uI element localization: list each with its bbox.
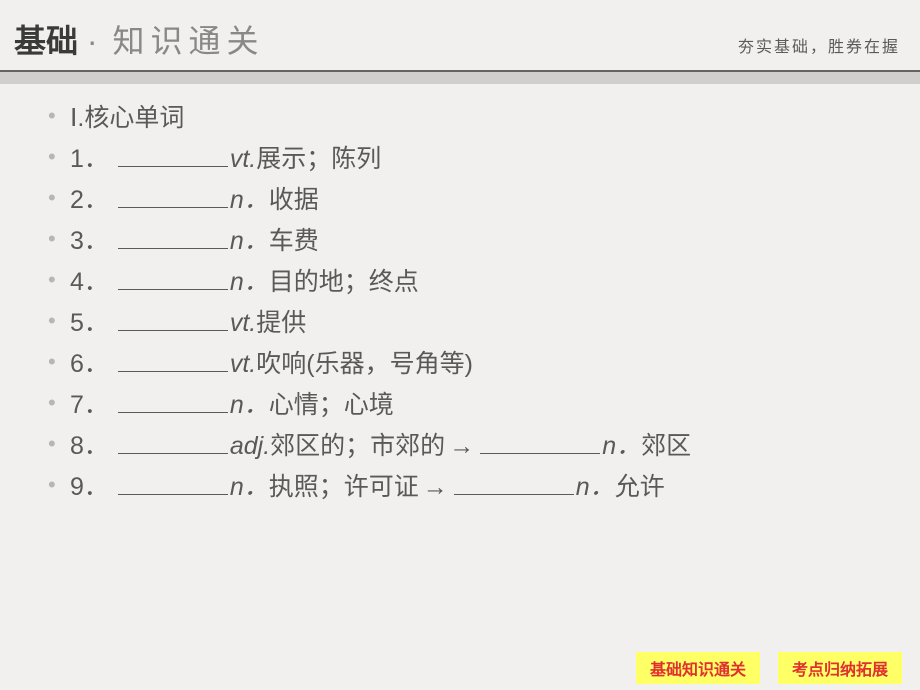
part-of-speech: n．: [230, 186, 269, 214]
blank: [118, 224, 228, 249]
vocab-item: 4． n．目的地；终点: [48, 262, 880, 303]
title-light: 知识通关: [112, 23, 264, 59]
blank: [118, 388, 228, 413]
title-bold: 基础: [14, 23, 78, 59]
blank: [118, 347, 228, 372]
blank: [118, 142, 228, 167]
blank: [118, 265, 228, 290]
definition: 车费: [269, 227, 319, 255]
item-num: 1．: [70, 145, 109, 173]
blank: [118, 429, 228, 454]
part-of-speech: n．: [230, 268, 269, 296]
blank: [454, 470, 574, 495]
basics-button[interactable]: 基础知识通关: [636, 652, 760, 684]
definition: 收据: [269, 186, 319, 214]
part-of-speech: n．: [230, 227, 269, 255]
content: Ⅰ.核心单词 1． vt.展示；陈列 2． n．收据 3． n．车费 4． n．…: [0, 84, 920, 508]
title-sep: ·: [87, 23, 104, 59]
definition: 郊区: [641, 432, 691, 460]
item-num: 8．: [70, 432, 109, 460]
vocab-item: 5． vt.提供: [48, 303, 880, 344]
part-of-speech: vt.: [230, 309, 256, 337]
item-num: 7．: [70, 391, 109, 419]
vocab-item: 2． n．收据: [48, 180, 880, 221]
blank: [118, 306, 228, 331]
arrow-icon: →: [449, 432, 474, 460]
item-num: 2．: [70, 186, 109, 214]
page-title: 基础 · 知识通关: [14, 16, 264, 62]
vocab-item: 1． vt.展示；陈列: [48, 139, 880, 180]
item-num: 5．: [70, 309, 109, 337]
blank: [480, 429, 600, 454]
part-of-speech: vt.: [230, 145, 256, 173]
section-title: Ⅰ.核心单词: [48, 98, 880, 139]
definition: 执照；许可证: [269, 473, 419, 501]
part-of-speech: n．: [230, 391, 269, 419]
part-of-speech: n．: [576, 473, 615, 501]
arrow-icon: →: [423, 473, 448, 501]
vocab-item: 3． n．车费: [48, 221, 880, 262]
definition: 提供: [256, 309, 306, 337]
part-of-speech: n．: [602, 432, 641, 460]
definition: 吹响(乐器，号角等): [256, 350, 473, 378]
subtitle: 夯实基础，胜券在握: [738, 33, 900, 57]
vocab-item: 8． adj.郊区的；市郊的→ n．郊区: [48, 426, 880, 467]
part-of-speech: vt.: [230, 350, 256, 378]
points-button[interactable]: 考点归纳拓展: [778, 652, 902, 684]
definition: 展示；陈列: [256, 145, 381, 173]
definition: 心情；心境: [269, 391, 394, 419]
item-num: 4．: [70, 268, 109, 296]
item-num: 9．: [70, 473, 109, 501]
vocab-item: 6． vt.吹响(乐器，号角等): [48, 344, 880, 385]
item-num: 6．: [70, 350, 109, 378]
part-of-speech: adj.: [230, 432, 270, 460]
vocab-item: 9． n．执照；许可证→n．允许: [48, 467, 880, 508]
header: 基础 · 知识通关 夯实基础，胜券在握: [0, 0, 920, 66]
vocab-item: 7． n．心情；心境: [48, 385, 880, 426]
definition: 郊区的；市郊的: [270, 432, 445, 460]
item-num: 3．: [70, 227, 109, 255]
blank: [118, 183, 228, 208]
divider: [0, 70, 920, 84]
part-of-speech: n．: [230, 473, 269, 501]
footer: 基础知识通关 考点归纳拓展: [636, 652, 920, 690]
definition: 目的地；终点: [269, 268, 419, 296]
definition: 允许: [615, 473, 665, 501]
blank: [118, 470, 228, 495]
